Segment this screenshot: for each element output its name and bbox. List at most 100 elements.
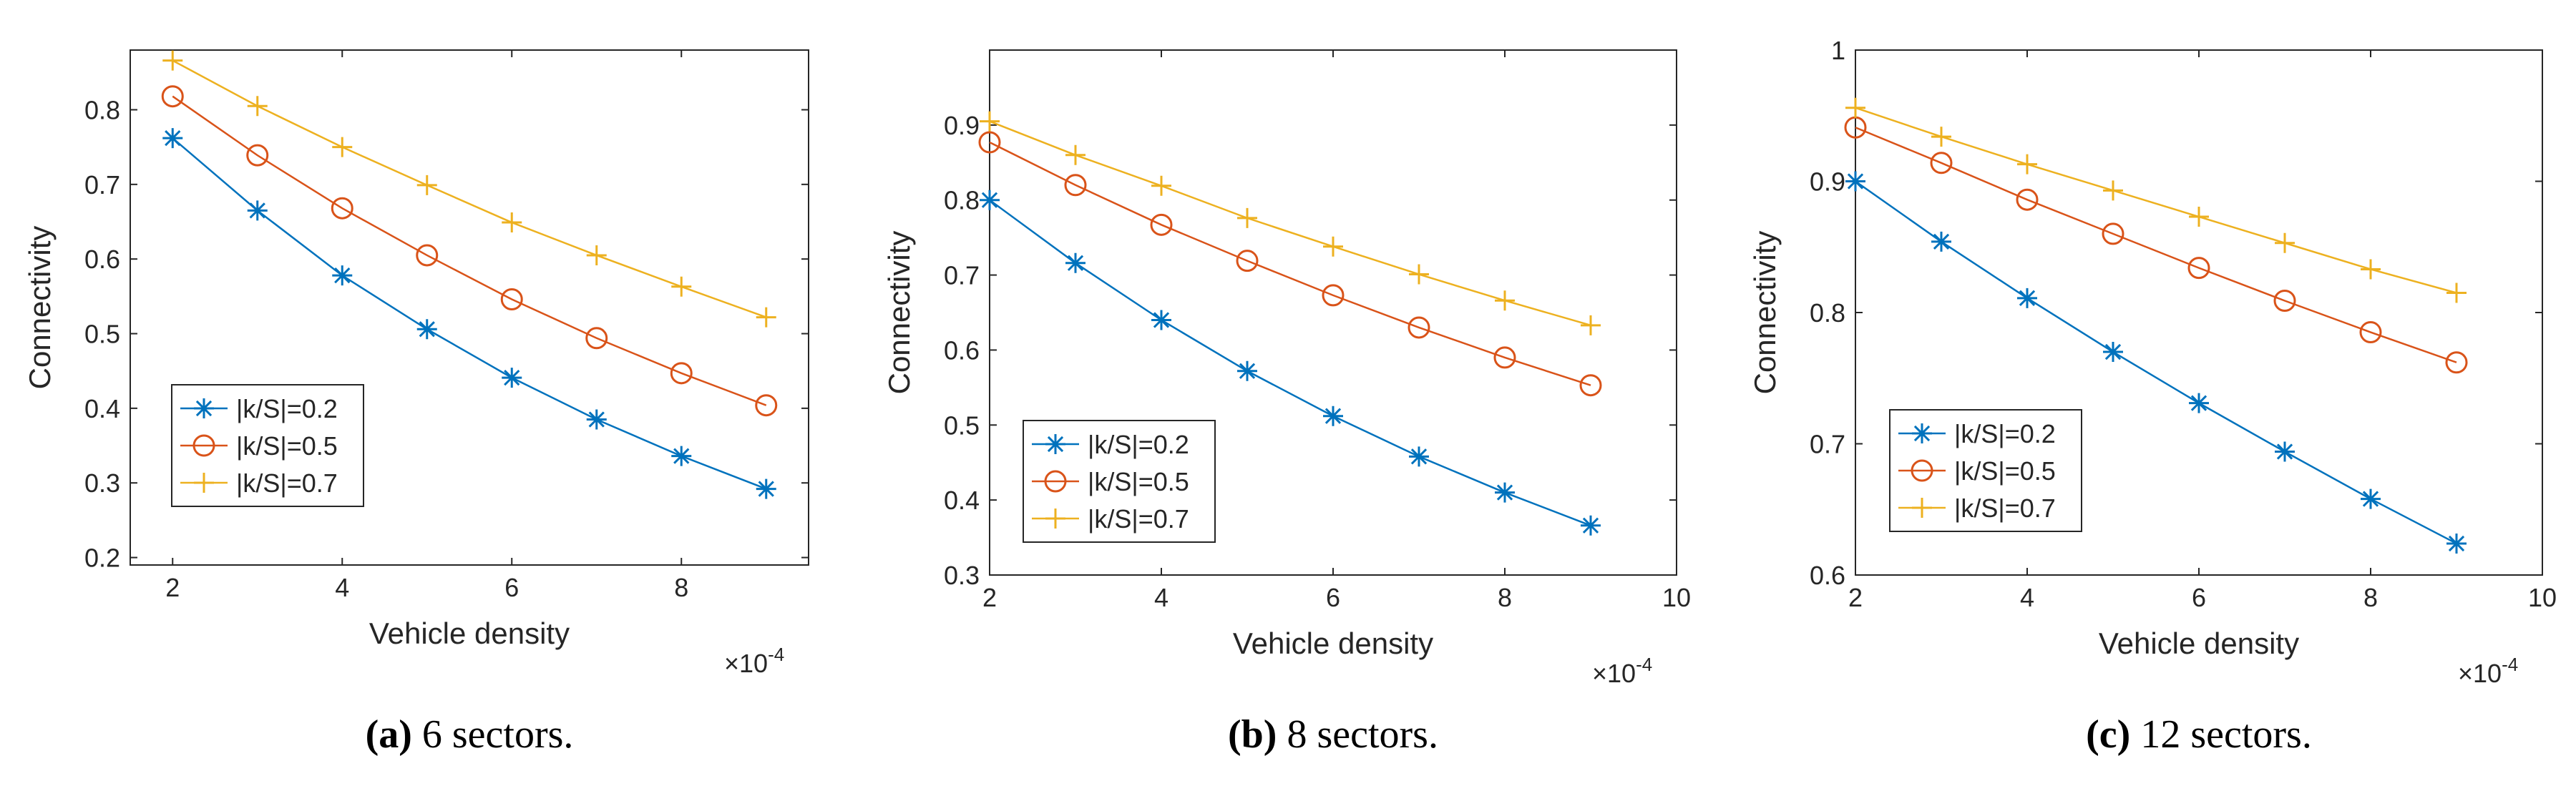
x-tick-label: 4	[1154, 583, 1169, 612]
y-tick-label: 0.5	[944, 411, 980, 440]
legend-swatch-marker	[1045, 434, 1065, 454]
legend-label: |k/S|=0.7	[236, 468, 338, 498]
series-3-point	[1065, 144, 1085, 165]
y-tick-label: 0.8	[84, 95, 120, 124]
series-3-point	[2275, 232, 2295, 253]
series-2-point	[161, 85, 184, 108]
series-2-point	[1236, 250, 1259, 272]
series-3-point	[416, 175, 437, 195]
x-axis-label: Vehicle density	[1233, 627, 1433, 660]
series-1-point	[332, 265, 353, 286]
legend-swatch-marker	[1912, 423, 1932, 443]
series-3-point	[586, 245, 607, 265]
x-axis-multiplier-base: ×10	[724, 649, 768, 678]
legend-label: |k/S|=0.7	[1954, 493, 2056, 523]
series-3-point	[247, 96, 268, 117]
series-1-point	[2103, 342, 2123, 363]
y-tick-label: 0.2	[84, 544, 120, 573]
y-tick-label: 0.9	[1810, 167, 1845, 197]
caption-text: 12 sectors.	[2130, 712, 2312, 757]
series-3-point	[2103, 180, 2123, 201]
series-3-point	[162, 50, 183, 71]
series-2-point	[416, 244, 439, 267]
series-2-point	[1064, 174, 1087, 197]
y-tick-label: 0.7	[1810, 430, 1845, 459]
y-tick-label: 0.7	[84, 170, 120, 200]
series-1-point	[1409, 446, 1429, 467]
x-axis-multiplier-exponent: -4	[768, 644, 784, 665]
series-3-point	[1581, 315, 1601, 335]
series-2-point	[1493, 346, 1516, 369]
legend-swatch-marker	[192, 434, 215, 457]
caption-letter: (c)	[2086, 712, 2130, 757]
series-3-point	[671, 276, 692, 297]
x-axis-multiplier-base: ×10	[2458, 659, 2502, 688]
series-2-point	[1579, 374, 1602, 397]
x-axis-label: Vehicle density	[369, 616, 570, 650]
x-axis-multiplier-exponent: -4	[2502, 654, 2518, 675]
y-tick-label: 0.7	[944, 261, 980, 290]
series-3-point	[1495, 290, 1515, 311]
series-2-point	[2359, 321, 2382, 344]
series-1-point	[2275, 441, 2295, 462]
series-line-3	[989, 120, 1591, 327]
series-line-2	[989, 141, 1591, 386]
x-tick-label: 10	[1662, 583, 1691, 612]
figure-caption: (a) 6 sectors.	[366, 712, 574, 757]
series-2-point	[670, 362, 693, 385]
x-axis-label: Vehicle density	[2099, 627, 2299, 660]
x-tick-label: 2	[1848, 583, 1863, 612]
figure-caption: (c) 12 sectors.	[2086, 712, 2312, 757]
x-axis-multiplier: ×10-4	[724, 644, 784, 678]
x-tick-label: 10	[2528, 583, 2557, 612]
x-tick-label: 2	[165, 573, 180, 602]
x-tick-label: 8	[674, 573, 688, 602]
series-1-point	[416, 319, 437, 340]
series-line-2	[1855, 127, 2457, 363]
series-3-point	[2446, 282, 2467, 303]
series-2-point	[978, 131, 1001, 154]
series-3-point	[1409, 264, 1429, 285]
series-1-point	[1151, 310, 1171, 330]
y-tick-label: 0.3	[84, 468, 120, 498]
series-line-3	[1855, 107, 2457, 294]
y-tick-label: 0.6	[944, 335, 980, 365]
series-1-point	[1495, 482, 1515, 503]
x-tick-label: 4	[2020, 583, 2034, 612]
series-2-point	[331, 197, 353, 220]
legend-swatch-marker	[1911, 459, 1933, 482]
chart-panel-c: 2 4 6 8 10 0.6 0.7 0.8 0.9 1 Vehicle density Connec…	[1748, 36, 2557, 757]
series-2-point	[1407, 316, 1430, 339]
x-tick-label: 8	[1498, 583, 1512, 612]
x-tick-label: 6	[504, 573, 519, 602]
series-2-point	[2016, 188, 2039, 211]
series-1-point	[2361, 488, 2381, 509]
x-axis-multiplier: ×10-4	[2458, 654, 2518, 688]
legend-label: |k/S|=0.5	[1954, 456, 2056, 486]
series-line-1	[172, 137, 767, 490]
legend-label: |k/S|=0.2	[1088, 430, 1189, 459]
series-3-point	[2189, 207, 2209, 227]
y-tick-label: 0.5	[84, 320, 120, 349]
y-tick-label: 0.4	[84, 394, 120, 423]
series-3-point	[1151, 175, 1171, 196]
x-axis-multiplier-base: ×10	[1592, 659, 1636, 688]
legend-label: |k/S|=0.5	[236, 431, 338, 461]
series-1-point	[2017, 288, 2037, 308]
x-tick-label: 6	[1326, 583, 1340, 612]
plot-area	[989, 49, 1677, 576]
caption-letter: (a)	[366, 712, 412, 757]
series-3-point	[332, 137, 353, 157]
legend-swatch-marker	[194, 398, 214, 418]
series-1-point	[2446, 533, 2467, 554]
legend-swatch-marker	[1044, 470, 1067, 493]
x-axis-multiplier-exponent: -4	[1636, 654, 1652, 675]
series-2-point	[2445, 351, 2468, 374]
series-1-point	[671, 446, 692, 466]
y-axis-label: Connectivity	[882, 231, 916, 395]
y-tick-label: 0.9	[944, 111, 980, 140]
series-1-point	[1931, 231, 1951, 252]
series-2-point	[1322, 284, 1345, 307]
legend-label: |k/S|=0.5	[1088, 467, 1189, 496]
